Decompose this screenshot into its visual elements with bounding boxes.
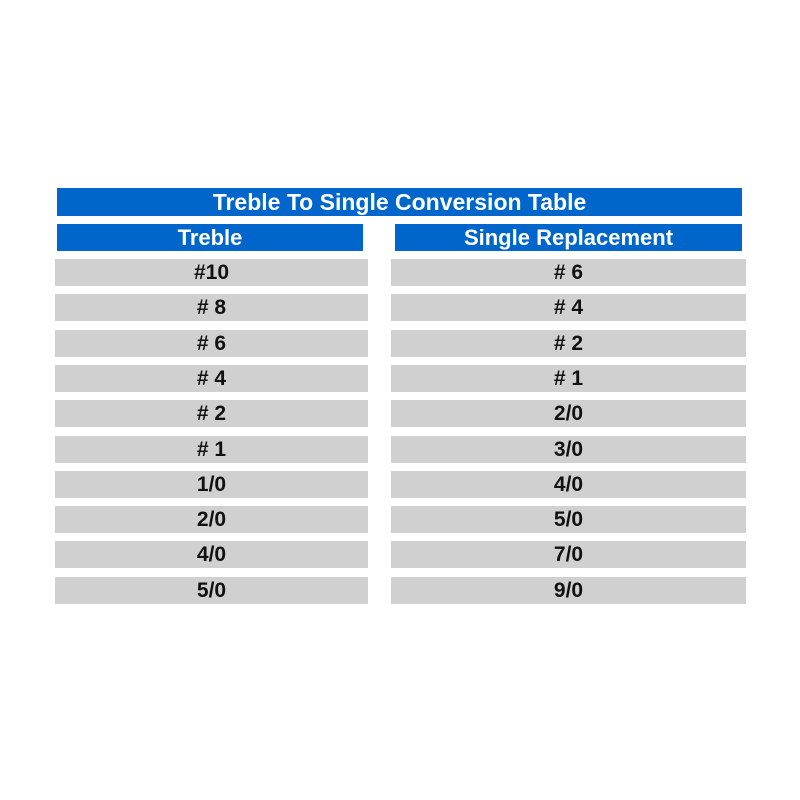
treble-cell: 2/0 — [55, 506, 368, 533]
single-replacement-cell: 2/0 — [391, 400, 746, 427]
column-header-treble: Treble — [57, 224, 363, 251]
treble-cell: # 2 — [55, 400, 368, 427]
column-header-single-replacement: Single Replacement — [395, 224, 742, 251]
single-replacement-cell: # 6 — [391, 259, 746, 286]
treble-cell: # 6 — [55, 330, 368, 357]
treble-cell: # 4 — [55, 365, 368, 392]
treble-cell: 5/0 — [55, 577, 368, 604]
single-replacement-cell: # 2 — [391, 330, 746, 357]
treble-cell: # 1 — [55, 436, 368, 463]
single-replacement-cell: 5/0 — [391, 506, 746, 533]
single-replacement-cell: 9/0 — [391, 577, 746, 604]
treble-cell: 4/0 — [55, 541, 368, 568]
single-replacement-cell: 7/0 — [391, 541, 746, 568]
treble-cell: # 8 — [55, 294, 368, 321]
single-replacement-cell: # 4 — [391, 294, 746, 321]
treble-cell: #10 — [55, 259, 368, 286]
table-title: Treble To Single Conversion Table — [57, 188, 742, 216]
single-replacement-cell: 4/0 — [391, 471, 746, 498]
single-replacement-cell: 3/0 — [391, 436, 746, 463]
single-replacement-cell: # 1 — [391, 365, 746, 392]
treble-cell: 1/0 — [55, 471, 368, 498]
